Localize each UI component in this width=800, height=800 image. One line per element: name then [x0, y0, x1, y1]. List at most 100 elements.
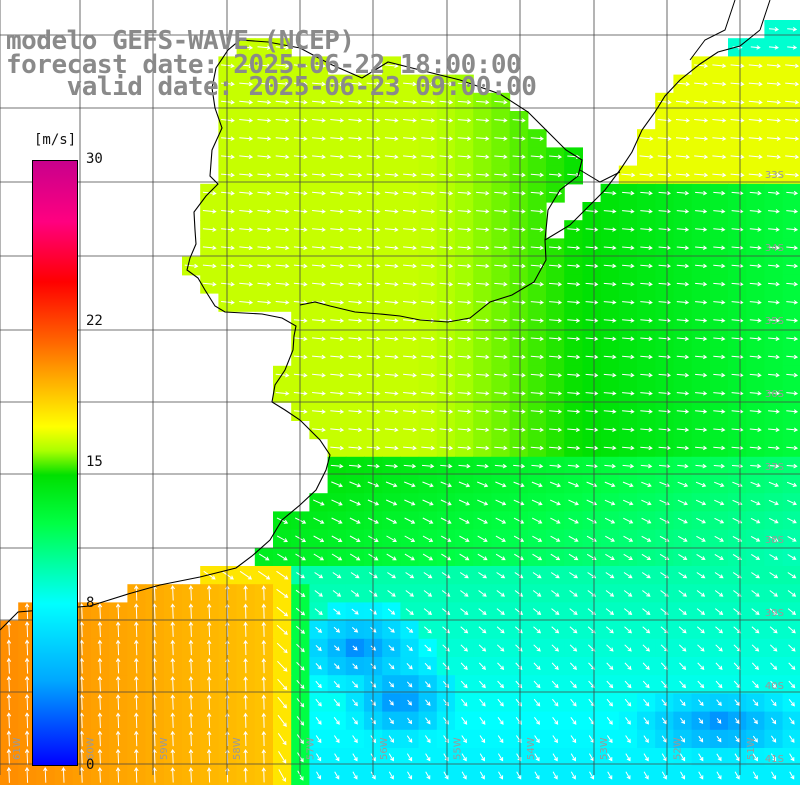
- wind-arrow: [348, 354, 363, 360]
- wind-arrow: [698, 699, 704, 707]
- wind-arrow: [276, 606, 289, 617]
- wind-arrow: [750, 481, 761, 487]
- wind-arrow: [349, 499, 361, 506]
- wind-arrow: [315, 680, 322, 689]
- wind-arrow: [715, 626, 724, 634]
- wind-arrow: [494, 281, 508, 287]
- wind-arrow: [752, 735, 758, 743]
- wind-arrow: [785, 172, 800, 178]
- wind-arrow: [424, 735, 431, 744]
- wind-arrow: [477, 481, 489, 488]
- wind-arrow: [624, 698, 632, 707]
- longitude-label: 52W: [673, 737, 684, 760]
- wind-arrow: [494, 118, 508, 123]
- wind-arrow: [479, 680, 486, 689]
- wind-arrow: [658, 391, 671, 396]
- longitude-label: 61W: [12, 737, 23, 760]
- wind-arrow: [261, 749, 267, 765]
- wind-arrow: [440, 499, 452, 506]
- wind-arrow: [622, 336, 635, 341]
- wind-arrow: [785, 100, 800, 105]
- wind-arrow: [585, 263, 599, 269]
- wind-arrow: [385, 481, 398, 488]
- wind-arrow: [494, 391, 508, 396]
- wind-arrow: [333, 645, 340, 651]
- wind-arrow: [459, 553, 470, 561]
- wind-arrow: [603, 281, 617, 287]
- graticule: [0, 0, 800, 775]
- wind-arrow: [567, 263, 581, 269]
- wind-arrow: [696, 608, 706, 616]
- wind-arrow: [512, 336, 526, 342]
- wind-arrow: [695, 481, 707, 488]
- wind-arrow: [549, 336, 563, 342]
- wind-arrow: [585, 209, 599, 214]
- wind-arrow: [97, 712, 103, 729]
- wind-arrow: [206, 694, 212, 710]
- wind-arrow: [658, 263, 671, 269]
- wind-arrow: [713, 445, 726, 451]
- wind-arrow: [170, 712, 176, 728]
- wind-arrow: [330, 336, 345, 342]
- wind-arrow: [657, 154, 672, 160]
- wind-arrow: [403, 427, 417, 433]
- wind-arrow: [494, 227, 508, 232]
- wind-arrow: [476, 118, 490, 123]
- wind-arrow: [788, 644, 796, 652]
- wind-arrow: [640, 263, 653, 269]
- wind-arrow: [421, 81, 436, 87]
- wind-arrow: [771, 771, 777, 780]
- wind-arrow: [698, 753, 704, 762]
- wind-arrow: [388, 753, 394, 762]
- wind-arrow: [623, 553, 633, 560]
- wind-arrow: [6, 675, 12, 692]
- wind-arrow: [515, 698, 523, 707]
- wind-arrow: [786, 263, 799, 269]
- wind-arrow: [348, 172, 363, 178]
- wind-arrow: [530, 136, 544, 141]
- wind-arrow: [568, 481, 580, 488]
- wind-arrow: [766, 81, 781, 87]
- wind-arrow: [640, 463, 653, 469]
- wind-arrow: [734, 717, 740, 724]
- wind-arrow: [206, 585, 212, 601]
- wind-arrow: [622, 481, 634, 488]
- wind-arrow: [567, 354, 581, 360]
- wind-arrow: [403, 154, 417, 160]
- wind-arrow: [769, 590, 778, 597]
- longitude-label: 57W: [306, 737, 317, 760]
- wind-arrow: [676, 190, 690, 196]
- wind-arrow: [716, 735, 722, 743]
- wind-arrow: [352, 717, 358, 725]
- wind-arrow: [621, 172, 636, 178]
- wind-arrow: [348, 263, 363, 269]
- wind-arrow: [261, 694, 267, 710]
- wind-arrow: [786, 281, 799, 287]
- wind-arrow: [206, 639, 212, 656]
- wind-arrow: [479, 735, 486, 744]
- wind-arrow: [622, 409, 635, 414]
- wind-arrow: [675, 100, 690, 105]
- wind-arrow: [6, 639, 12, 656]
- wind-arrow: [640, 409, 653, 414]
- wind-arrow: [421, 263, 436, 269]
- wind-arrow: [476, 190, 490, 196]
- wind-arrow: [494, 445, 508, 451]
- wind-arrow: [458, 463, 471, 469]
- wind-arrow: [403, 227, 417, 232]
- wind-arrow: [752, 753, 758, 762]
- wind-arrow: [403, 445, 417, 451]
- wind-arrow: [531, 481, 543, 488]
- wind-arrow: [512, 154, 526, 160]
- wind-arrow: [552, 771, 558, 780]
- wind-arrow: [422, 535, 434, 542]
- wind-arrow: [421, 391, 436, 396]
- wind-arrow: [478, 662, 486, 671]
- wind-arrow: [332, 590, 342, 597]
- wind-arrow: [585, 318, 599, 323]
- wind-arrow: [585, 409, 599, 414]
- title-valid-date: valid date: 2025-06-23 09:00:00: [66, 72, 537, 102]
- wind-arrow: [221, 227, 235, 232]
- wind-arrow: [695, 318, 708, 323]
- wind-arrow: [257, 300, 272, 305]
